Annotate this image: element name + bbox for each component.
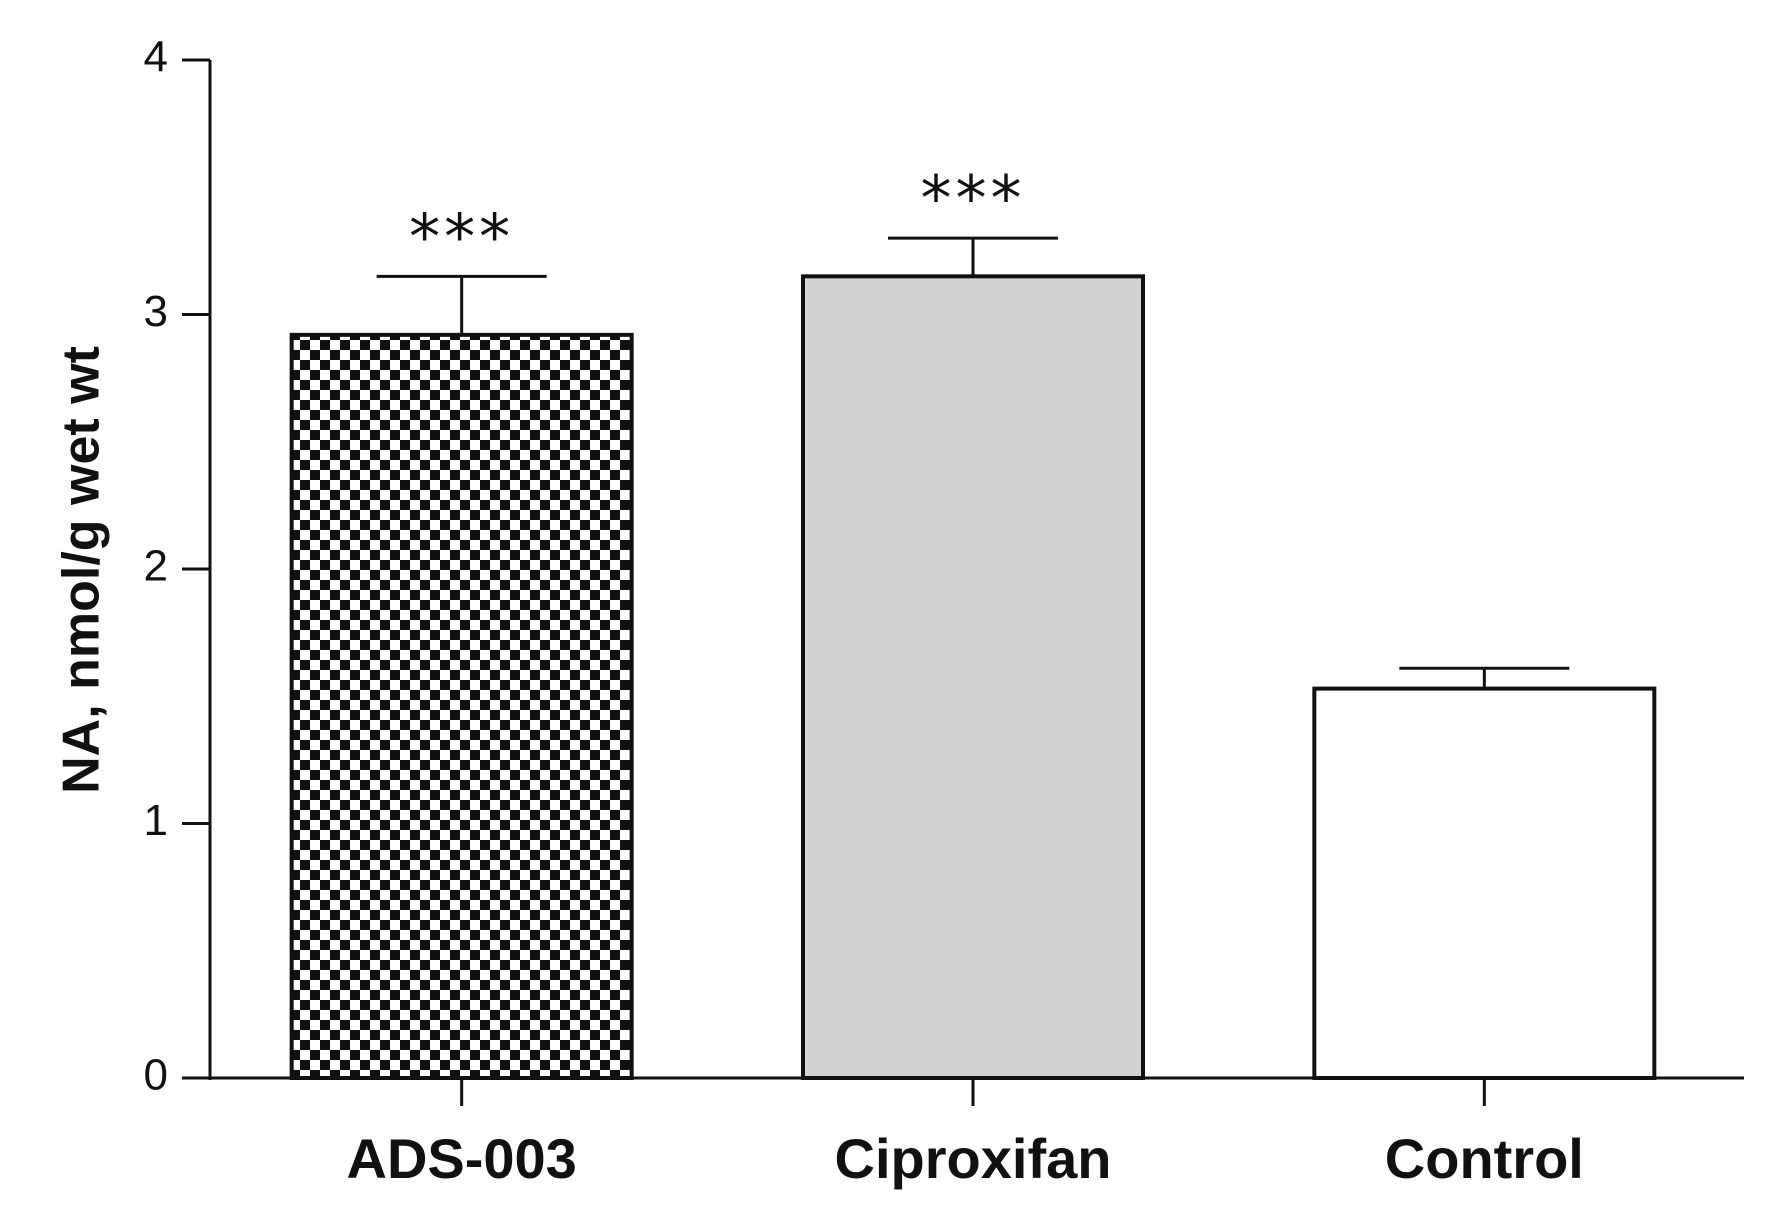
- significance-label: ***: [409, 200, 514, 273]
- y-tick-label: 0: [144, 1051, 168, 1100]
- x-category-label: Ciproxifan: [835, 1127, 1112, 1190]
- x-category-label: ADS-003: [347, 1127, 577, 1190]
- y-tick-label: 4: [144, 33, 168, 82]
- bar: [289, 332, 634, 1080]
- ticks-layer: [182, 58, 1486, 1106]
- bar: [801, 274, 1145, 1080]
- labels-layer: 0 1 2 3 4 *** ADS-003 *** Ciproxifan Control: [144, 33, 1584, 1190]
- bars-layer: [289, 236, 1657, 1080]
- y-tick-label: 1: [144, 796, 168, 845]
- y-tick-label: 3: [144, 287, 168, 336]
- y-axis-title: NA, nmol/g wet wt: [53, 346, 111, 794]
- significance-label: ***: [921, 162, 1026, 235]
- bar: [1312, 686, 1657, 1080]
- x-category-label: Control: [1385, 1127, 1584, 1190]
- y-tick-label: 2: [144, 542, 168, 591]
